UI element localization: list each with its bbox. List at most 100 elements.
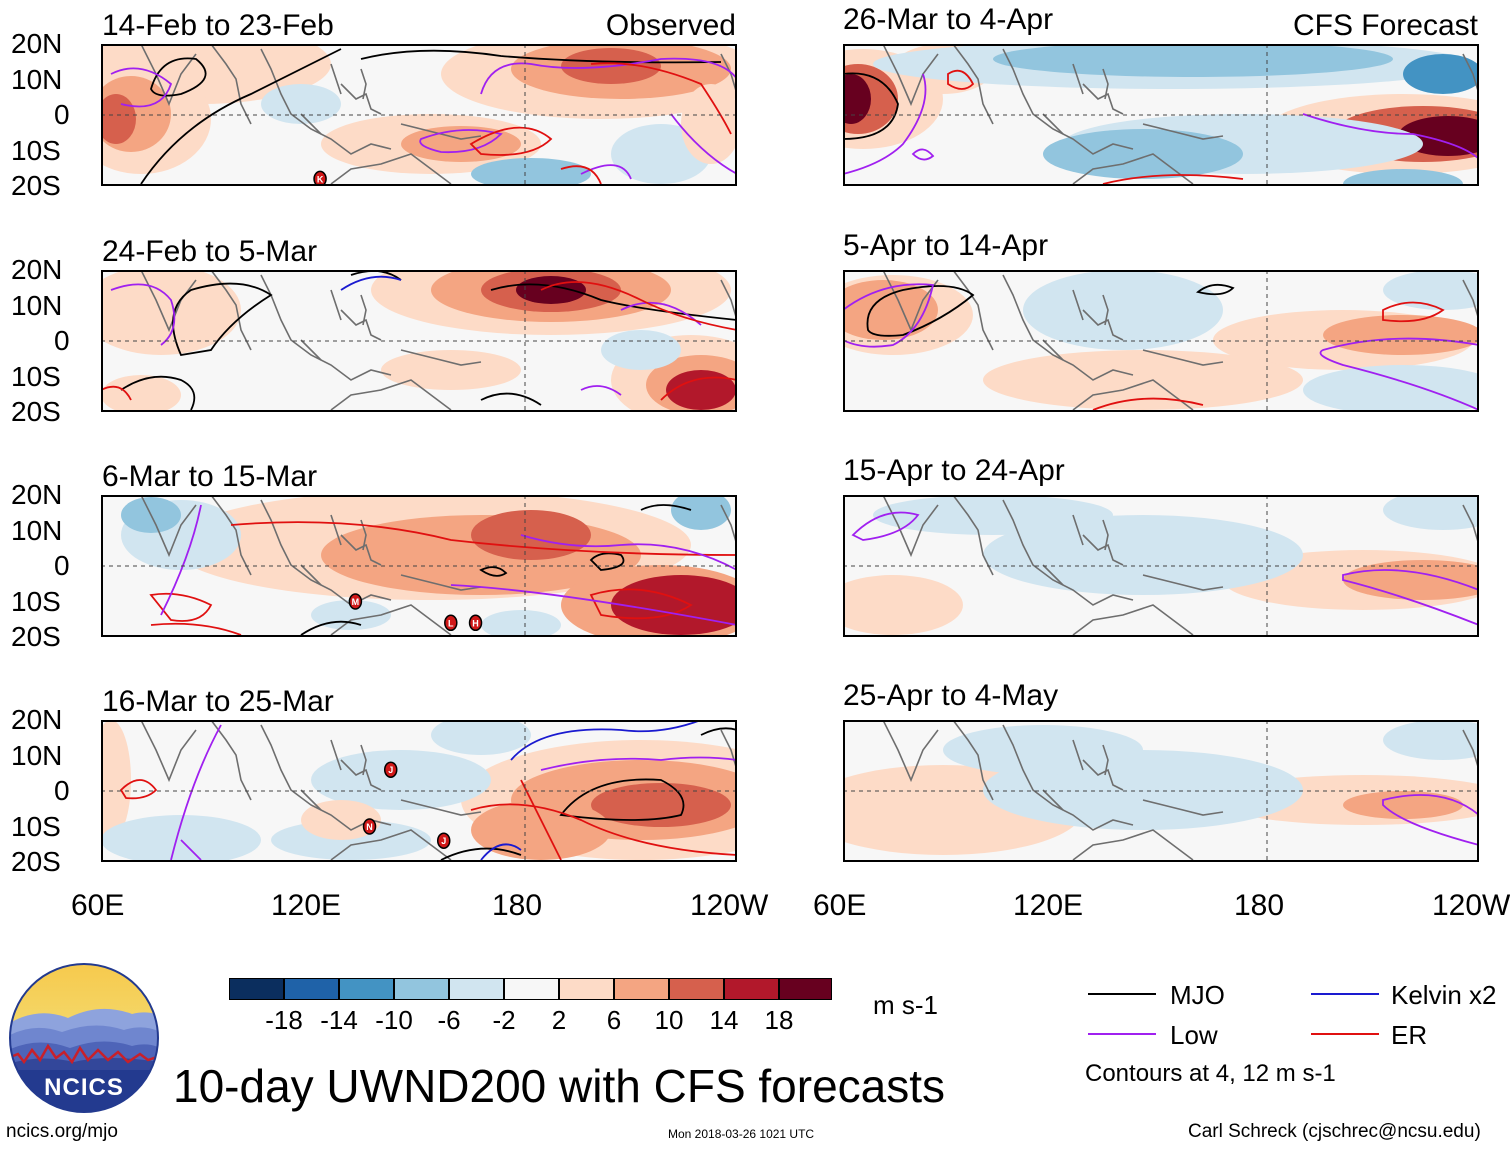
lat-label: 10S: [11, 586, 61, 617]
wind-anomaly-region: [983, 515, 1303, 595]
coastline: [300, 564, 322, 586]
map-panel-5: [843, 44, 1479, 186]
contour-mjo: [480, 392, 542, 406]
legend-line-kelvin: [1311, 993, 1379, 995]
wind-anomaly-region: [1383, 270, 1479, 310]
map-svg: [101, 270, 737, 412]
forecast-label: CFS Forecast: [1292, 9, 1478, 42]
map-border: [101, 720, 737, 862]
coastline: [1072, 289, 1084, 321]
contour-mjo: [866, 285, 975, 337]
contour-er: [1092, 397, 1204, 411]
coastline: [882, 720, 939, 783]
lat-label: 10N: [11, 64, 63, 95]
coastline: [140, 495, 197, 558]
lat-label: 10N: [11, 515, 63, 546]
coastline: [1102, 744, 1109, 776]
contour-er: [119, 779, 158, 800]
wind-anomaly-region: [671, 495, 731, 530]
coastline: [140, 44, 197, 107]
wind-anomaly-region: [516, 276, 586, 304]
footer-url[interactable]: ncics.org/mjo: [6, 1121, 118, 1142]
lat-label: 10N: [11, 740, 63, 771]
coastline: [330, 379, 452, 411]
contour-mjo: [440, 847, 522, 861]
wind-anomaly-region: [666, 370, 736, 410]
contour-mjo: [140, 48, 342, 185]
coastline: [330, 739, 342, 771]
lon-label: 120E: [1013, 889, 1084, 922]
colorbar-swatch: [614, 978, 669, 1000]
coastline: [952, 495, 994, 576]
contour-mjo: [843, 72, 899, 140]
map-border: [101, 270, 737, 412]
coastline: [952, 720, 994, 801]
colorbar-tick: 6: [606, 1005, 622, 1035]
coastline: [210, 720, 252, 801]
footer-author: Carl Schreck (cjschrec@ncsu.edu): [1188, 1121, 1481, 1142]
contour-low: [620, 301, 702, 326]
map-svg: J N J: [101, 720, 737, 862]
coastline: [1042, 339, 1064, 361]
wind-anomaly-region: [681, 84, 737, 164]
coastline: [1142, 799, 1224, 816]
coastline: [330, 514, 342, 546]
coastline: [882, 44, 939, 107]
wind-anomaly-region: [381, 350, 521, 390]
map-panel-2: [101, 270, 737, 412]
wind-anomaly-region: [1323, 315, 1479, 355]
colorbar-tick: -6: [437, 1005, 461, 1035]
coastline: [360, 294, 367, 326]
colorbar-tick: -18: [265, 1005, 303, 1035]
lat-label: 20S: [11, 621, 61, 652]
contour-er: [660, 376, 737, 401]
wind-anomaly-region: [943, 725, 1143, 775]
map-panel-6: [843, 270, 1479, 412]
coastline: [330, 153, 452, 185]
wind-anomaly-region: [843, 575, 963, 635]
lon-label: 120W: [1432, 889, 1510, 922]
storm-marker-dot: [383, 761, 398, 778]
coastline: [1082, 309, 1124, 341]
storm-marker-label: H: [472, 618, 479, 628]
coastline: [300, 789, 322, 811]
coastline: [340, 534, 382, 566]
contour-er: [230, 521, 737, 556]
wind-anomaly-region: [101, 94, 136, 144]
colorbar-units: m s-1: [873, 990, 938, 1020]
colorbar-swatch: [779, 978, 832, 1000]
wind-anomaly-region: [1383, 720, 1479, 760]
contour-mjo: [150, 57, 207, 97]
colorbar-tick: 2: [551, 1005, 567, 1035]
map-panel-8: [843, 720, 1479, 862]
wind-anomaly-region: [481, 610, 561, 637]
contour-k: [340, 275, 402, 291]
legend-label-er: ER: [1391, 1020, 1428, 1050]
wind-anomaly-region: [311, 750, 491, 810]
lon-label: 180: [492, 889, 543, 922]
wind-anomaly-region: [431, 720, 531, 755]
storm-marker: J: [383, 761, 398, 778]
storm-marker-dot: [436, 832, 451, 849]
ncics-logo: NCICS: [8, 962, 160, 1114]
contour-mjo: [120, 375, 196, 411]
storm-marker-label: N: [366, 822, 373, 832]
coastline: [360, 68, 367, 100]
coastline: [260, 274, 392, 381]
legend-line-low: [1088, 1033, 1156, 1035]
storm-marker-dot: [313, 170, 327, 186]
contour-low: [419, 129, 503, 154]
colorbar-tick: 14: [709, 1005, 739, 1035]
lat-label: 20S: [11, 170, 61, 201]
coastline: [210, 44, 252, 125]
contour-low: [843, 73, 927, 175]
panel-title-8: 25-Apr to 4-May: [843, 679, 1059, 712]
coastline: [1142, 574, 1224, 591]
contour-mjo: [640, 504, 692, 511]
storm-marker-label: J: [441, 836, 446, 846]
coastline: [300, 339, 322, 361]
contour-low: [911, 148, 935, 161]
contour-low: [480, 57, 737, 95]
coastline: [210, 495, 252, 576]
map-svg: [843, 270, 1479, 412]
